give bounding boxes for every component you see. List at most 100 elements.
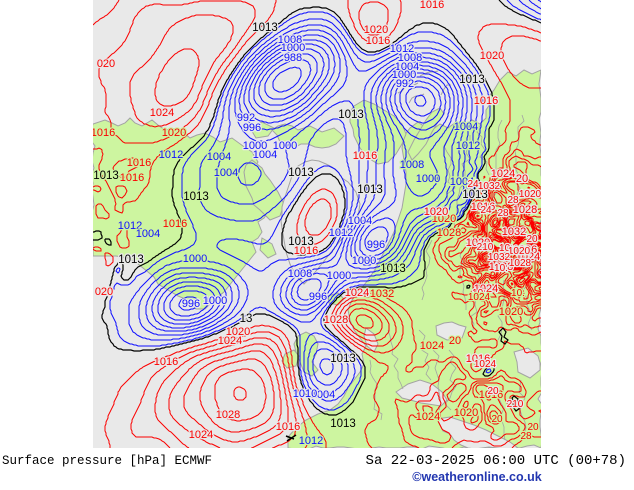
svg-text:1013: 1013	[288, 236, 314, 248]
svg-text:210: 210	[477, 242, 494, 253]
svg-text:1013: 1013	[380, 263, 406, 275]
svg-text:1000: 1000	[183, 253, 207, 265]
svg-text:20: 20	[526, 234, 538, 245]
svg-text:1004: 1004	[450, 176, 474, 188]
svg-text:1016: 1016	[276, 421, 300, 433]
svg-text:Surface pressure [hPa] ECMWF: Surface pressure [hPa] ECMWF	[2, 454, 212, 468]
svg-text:996: 996	[367, 239, 385, 251]
svg-text:1024: 1024	[474, 283, 498, 295]
svg-text:1020: 1020	[508, 246, 531, 257]
svg-text:1008: 1008	[398, 52, 422, 64]
svg-text:1024: 1024	[420, 340, 444, 352]
svg-text:1024: 1024	[189, 429, 213, 441]
svg-text:1028: 1028	[216, 409, 240, 421]
svg-text:1004: 1004	[348, 215, 372, 227]
svg-text:24: 24	[480, 205, 492, 216]
svg-text:28: 28	[507, 195, 519, 206]
svg-text:1016: 1016	[163, 218, 187, 230]
svg-text:1013: 1013	[330, 418, 356, 430]
svg-text:10:: 10:	[494, 263, 508, 274]
svg-text:020: 020	[97, 58, 115, 70]
svg-text:1016: 1016	[294, 245, 318, 257]
svg-text:1020: 1020	[454, 407, 478, 419]
svg-text:1028: 1028	[324, 314, 348, 326]
svg-text:020: 020	[95, 286, 113, 298]
svg-text:1008: 1008	[400, 159, 424, 171]
svg-text:1000: 1000	[281, 42, 305, 54]
svg-text:1028: 1028	[489, 261, 513, 273]
svg-text:1020: 1020	[226, 326, 250, 338]
svg-text:10:: 10:	[499, 243, 513, 254]
svg-text:1012: 1012	[456, 140, 480, 152]
svg-text:1000: 1000	[327, 270, 351, 282]
svg-text:28: 28	[497, 208, 509, 219]
svg-text:1004: 1004	[207, 151, 231, 163]
svg-text:1008: 1008	[288, 268, 312, 280]
svg-text:1016: 1016	[479, 389, 503, 401]
svg-text:1013: 1013	[93, 170, 119, 182]
svg-text:1032: 1032	[502, 226, 526, 238]
svg-text:1020: 1020	[162, 127, 186, 139]
svg-text:1020: 1020	[424, 206, 448, 218]
svg-text:1013: 1013	[288, 167, 314, 179]
svg-text:996: 996	[243, 122, 261, 134]
svg-text:10:: 10:	[472, 288, 486, 299]
svg-text:1020: 1020	[364, 24, 388, 36]
svg-text:10:: 10:	[511, 288, 525, 299]
svg-text:28: 28	[520, 431, 532, 442]
svg-text:1024: 1024	[150, 107, 174, 119]
svg-text:1032: 1032	[478, 181, 501, 192]
svg-text:1028: 1028	[437, 227, 461, 239]
svg-text:20: 20	[516, 173, 528, 185]
svg-text:992: 992	[396, 78, 414, 90]
svg-text:1036: 1036	[513, 244, 537, 256]
svg-text:1016: 1016	[366, 35, 390, 47]
svg-text:1016: 1016	[120, 172, 144, 184]
svg-text:992: 992	[237, 112, 255, 124]
svg-text:1013: 1013	[330, 353, 356, 365]
svg-text:1000: 1000	[273, 140, 297, 152]
svg-text:1013: 1013	[338, 109, 364, 121]
svg-text:1028: 1028	[513, 204, 537, 216]
svg-text:1020: 1020	[519, 189, 542, 200]
svg-text:1010: 1010	[293, 388, 317, 400]
svg-text:1020: 1020	[499, 306, 523, 318]
svg-text:1016: 1016	[91, 127, 115, 139]
svg-text:1000: 1000	[243, 140, 267, 152]
svg-text:1012: 1012	[299, 435, 323, 447]
svg-text:1032: 1032	[488, 252, 511, 263]
svg-text:1016: 1016	[466, 353, 490, 365]
svg-text:1020: 1020	[466, 237, 490, 249]
svg-text:1024: 1024	[468, 292, 491, 303]
svg-text:20: 20	[491, 414, 503, 425]
svg-text:20: 20	[449, 335, 461, 347]
svg-text:1004: 1004	[214, 167, 238, 179]
svg-text:1012: 1012	[118, 220, 142, 232]
svg-text:1004: 1004	[311, 389, 335, 401]
svg-text:1004: 1004	[454, 121, 478, 133]
svg-text:13: 13	[240, 313, 253, 325]
svg-text:1012: 1012	[159, 149, 183, 161]
svg-text:1020: 1020	[480, 50, 504, 62]
svg-text:1016: 1016	[127, 157, 151, 169]
svg-text:1024: 1024	[491, 168, 515, 180]
svg-text:20: 20	[487, 386, 499, 397]
svg-text:1012: 1012	[390, 43, 414, 55]
svg-text:996: 996	[182, 298, 200, 310]
svg-text:996: 996	[309, 291, 327, 303]
svg-text:1016: 1016	[154, 356, 178, 368]
svg-text:1013: 1013	[252, 22, 278, 34]
svg-text:1024: 1024	[416, 411, 440, 423]
svg-text:1024: 1024	[516, 251, 540, 263]
svg-text:1024: 1024	[218, 335, 242, 347]
svg-text:1004: 1004	[136, 228, 160, 240]
svg-text:1024: 1024	[474, 359, 497, 370]
svg-text:20: 20	[527, 422, 539, 433]
svg-text:1016: 1016	[420, 0, 444, 11]
svg-text:1000: 1000	[203, 295, 227, 307]
svg-text:988: 988	[284, 52, 302, 64]
svg-text:1020: 1020	[432, 213, 456, 225]
svg-text:210: 210	[507, 399, 524, 410]
svg-text:1016: 1016	[474, 95, 498, 107]
svg-text:1024: 1024	[345, 287, 369, 299]
